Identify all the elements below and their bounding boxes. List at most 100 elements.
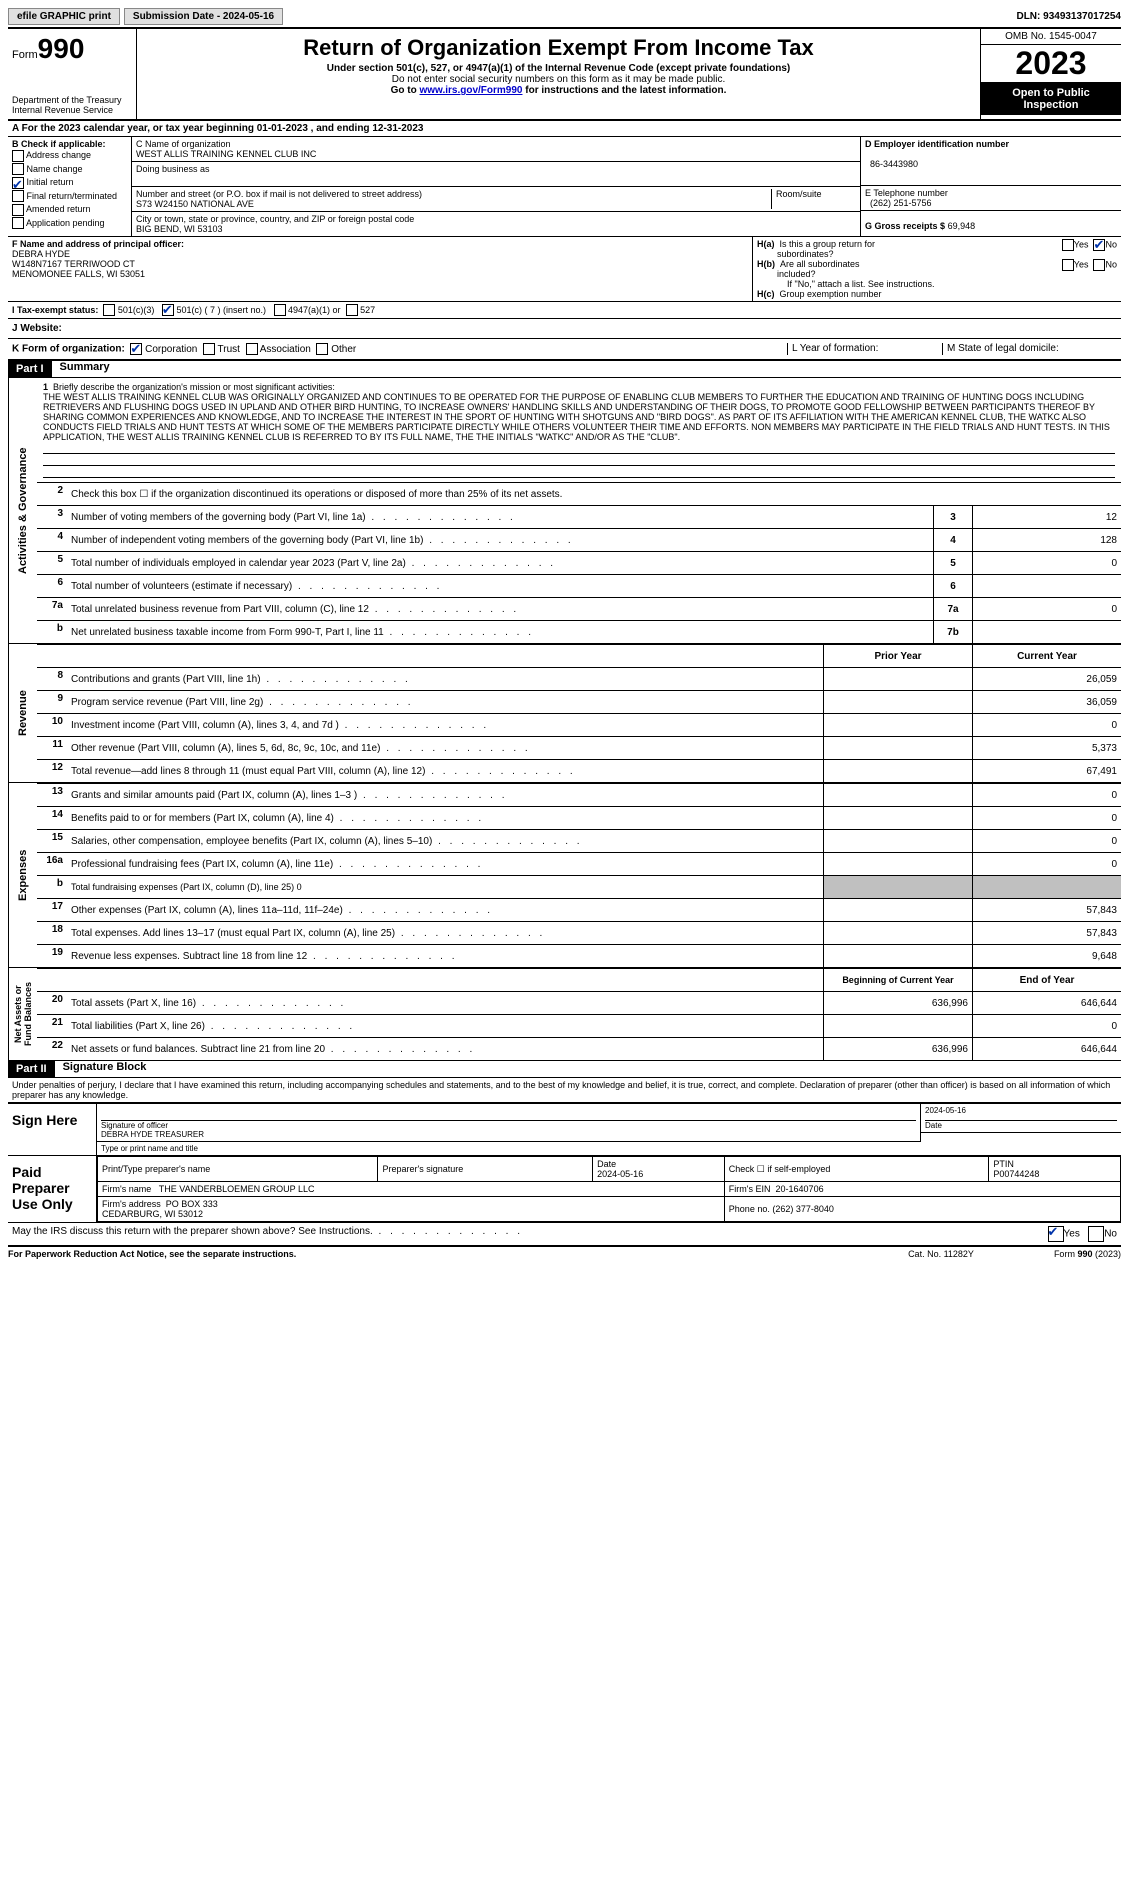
form-number: Form990 (12, 33, 132, 65)
opt-501c: 501(c) ( 7 ) (insert no.) (176, 305, 266, 315)
c-label: C Name of organization (136, 139, 231, 149)
table-exp: 13Grants and similar amounts paid (Part … (37, 783, 1121, 967)
prep-h3: Date2024-05-16 (593, 1157, 725, 1182)
city-label: City or town, state or province, country… (136, 214, 414, 224)
paid-preparer-row: Paid Preparer Use Only Print/Type prepar… (8, 1156, 1121, 1223)
hb-answer: Yes No (1062, 259, 1117, 279)
box-d: D Employer identification number 86-3443… (861, 137, 1121, 186)
hc-label: H(c) Group exemption number (757, 289, 1117, 299)
part1-badge: Part I (8, 361, 52, 377)
year-formation: L Year of formation: (787, 343, 942, 355)
main-header-block: B Check if applicable: Address change Na… (8, 137, 1121, 237)
firm-addr: Firm's address PO BOX 333 CEDARBURG, WI … (98, 1197, 725, 1222)
opt-4947: 4947(a)(1) or (288, 305, 341, 315)
sig-val: DEBRA HYDE TREASURER (101, 1130, 204, 1139)
mission-block: 1 Briefly describe the organization's mi… (37, 378, 1121, 482)
footer: For Paperwork Reduction Act Notice, see … (8, 1247, 1121, 1259)
mission-label: Briefly describe the organization's miss… (53, 382, 335, 392)
form-header: Form990 Department of the Treasury Inter… (8, 29, 1121, 121)
opt-527: 527 (360, 305, 375, 315)
box-c-dba: Doing business as (132, 162, 860, 187)
vert-exp: Expenses (8, 783, 37, 967)
sign-date-val: 2024-05-16 (925, 1106, 966, 1115)
subtitle-3: Go to www.irs.gov/Form990 for instructio… (141, 85, 976, 96)
row-j-website: J Website: (8, 319, 1121, 339)
hb-label: H(b) Are all subordinates included? (757, 259, 860, 279)
part2-badge: Part II (8, 1061, 55, 1077)
form-prefix: Form (12, 49, 38, 61)
gross-label: G Gross receipts $ (865, 221, 945, 231)
room-label: Room/suite (776, 189, 822, 199)
col-b-label: B Check if applicable: (12, 139, 106, 149)
officer-addr2: MENOMONEE FALLS, WI 53051 (12, 269, 145, 279)
vert-rev: Revenue (8, 644, 37, 782)
colb-item[interactable]: Amended return (12, 203, 127, 217)
subtitle-1: Under section 501(c), 527, or 4947(a)(1)… (141, 63, 976, 74)
state-domicile: M State of legal domicile: (942, 343, 1117, 355)
vert-na: Net Assets or Fund Balances (8, 968, 37, 1060)
street-label: Number and street (or P.O. box if mail i… (136, 189, 422, 199)
expenses-block: Expenses 13Grants and similar amounts pa… (8, 783, 1121, 968)
open-to-public: Open to Public Inspection (981, 83, 1121, 115)
street: S73 W24150 NATIONAL AVE (136, 199, 254, 209)
org-name: WEST ALLIS TRAINING KENNEL CLUB INC (136, 149, 316, 159)
firm-ein: Firm's EIN 20-1640706 (724, 1182, 1120, 1197)
gross-val: 69,948 (948, 221, 976, 231)
row-k: K Form of organization: Corporation Trus… (8, 339, 1121, 361)
colb-item[interactable]: Final return/terminated (12, 190, 127, 204)
dept-treasury: Department of the Treasury Internal Reve… (12, 95, 132, 115)
dba-label: Doing business as (136, 164, 210, 174)
sig-label: Signature of officer (101, 1121, 168, 1130)
box-g: G Gross receipts $ 69,948 (861, 211, 1121, 233)
hb-note: If "No," attach a list. See instructions… (757, 279, 1117, 289)
officer-name: DEBRA HYDE (12, 249, 70, 259)
ha-answer: Yes No (1062, 239, 1117, 259)
omb-number: OMB No. 1545-0047 (981, 29, 1121, 45)
footer-left: For Paperwork Reduction Act Notice, see … (8, 1249, 296, 1259)
ein: 86-3443980 (870, 159, 918, 169)
officer-addr1: W148N7167 TERRIWOOD CT (12, 259, 135, 269)
phone-label: E Telephone number (865, 188, 948, 198)
box-e: E Telephone number (262) 251-5756 (861, 186, 1121, 211)
perjury-statement: Under penalties of perjury, I declare th… (8, 1078, 1121, 1104)
prep-h1: Print/Type preparer's name (98, 1157, 378, 1182)
ha-label: H(a) Is this a group return for subordin… (757, 239, 875, 259)
footer-right: Form 990 (2023) (1054, 1249, 1121, 1259)
box-f: F Name and address of principal officer:… (8, 237, 753, 301)
phone: (262) 251-5756 (870, 198, 932, 208)
prep-h4: Check ☐ if self-employed (724, 1157, 989, 1182)
vert-ag: Activities & Governance (8, 378, 37, 643)
box-h: H(a) Is this a group return for subordin… (753, 237, 1121, 301)
preparer-table: Print/Type preparer's name Preparer's si… (97, 1156, 1121, 1222)
tax-year: 2023 (981, 45, 1121, 83)
date-label: Date (925, 1121, 942, 1130)
sig-date: 2024-05-16 Date (921, 1104, 1121, 1133)
submission-date: Submission Date - 2024-05-16 (124, 8, 283, 25)
table-ag: 2Check this box ☐ if the organization di… (37, 482, 1121, 643)
colb-item[interactable]: Initial return (12, 176, 127, 190)
row-i-tax-status: I Tax-exempt status: 501(c)(3) 501(c) ( … (8, 302, 1121, 319)
row-a-tax-year: A For the 2023 calendar year, or tax yea… (8, 121, 1121, 137)
subtitle-2: Do not enter social security numbers on … (141, 74, 976, 85)
colb-item[interactable]: Address change (12, 149, 127, 163)
table-na: Beginning of Current YearEnd of Year20To… (37, 968, 1121, 1060)
name-label: Type or print name and title (97, 1142, 1121, 1155)
colb-item[interactable]: Name change (12, 163, 127, 177)
tax-status-label: I Tax-exempt status: (12, 305, 98, 315)
goto-pre: Go to (391, 85, 420, 96)
row-f-h: F Name and address of principal officer:… (8, 237, 1121, 302)
revenue-block: Revenue Prior YearCurrent Year8Contribut… (8, 644, 1121, 783)
efile-button[interactable]: efile GRAPHIC print (8, 8, 120, 25)
city: BIG BEND, WI 53103 (136, 224, 223, 234)
irs-link[interactable]: www.irs.gov/Form990 (419, 85, 522, 96)
box-c-street: Number and street (or P.O. box if mail i… (132, 187, 860, 212)
goto-post: for instructions and the latest informat… (522, 85, 726, 96)
box-c-name: C Name of organization WEST ALLIS TRAINI… (132, 137, 860, 162)
part2-header: Part II Signature Block (8, 1061, 1121, 1078)
colb-item[interactable]: Application pending (12, 217, 127, 231)
sign-here-label: Sign Here (8, 1104, 97, 1155)
opt-501c3: 501(c)(3) (118, 305, 155, 315)
website-label: J Website: (12, 323, 62, 334)
dln: DLN: 93493137017254 (1016, 11, 1121, 22)
officer-label: F Name and address of principal officer: (12, 239, 184, 249)
